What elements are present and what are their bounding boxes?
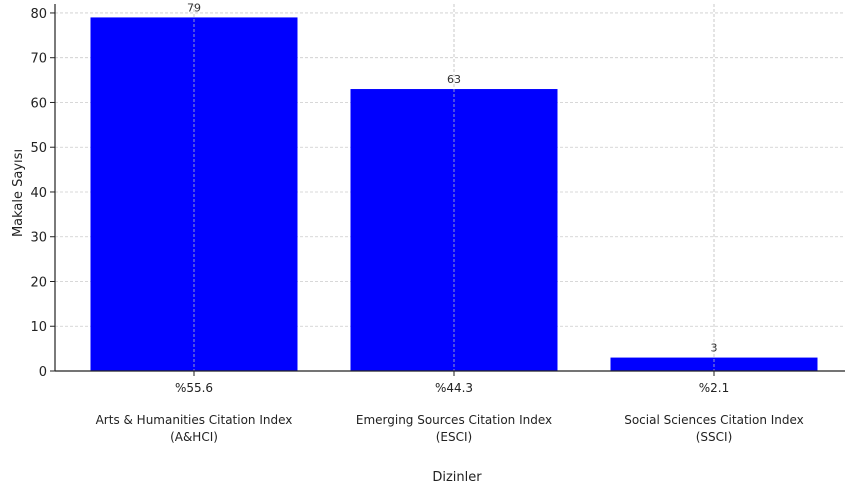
y-tick-label: 50 bbox=[30, 141, 47, 156]
x-category-label: Arts & Humanities Citation Index bbox=[96, 413, 293, 427]
x-tick-percent-label: %2.1 bbox=[699, 381, 730, 395]
y-tick-label: 30 bbox=[30, 231, 47, 246]
labels: 0 10 20 30 40 50 60 70 80 79 %55.6 Arts & Humanitie… bbox=[30, 1, 803, 444]
y-tick-label: 10 bbox=[30, 320, 47, 335]
bar-value-label: 3 bbox=[711, 342, 718, 355]
axes bbox=[50, 4, 845, 376]
bar-value-label: 63 bbox=[447, 73, 461, 86]
y-tick-label: 0 bbox=[39, 365, 47, 380]
y-tick-label: 40 bbox=[30, 186, 47, 201]
y-axis-title: Makale Sayısı bbox=[11, 149, 26, 237]
x-category-label: Social Sciences Citation Index bbox=[624, 413, 804, 427]
x-category-label: (SSCI) bbox=[696, 430, 733, 444]
x-axis-title: Dizinler bbox=[432, 470, 482, 485]
y-tick-label: 20 bbox=[30, 275, 47, 290]
x-category-label: Emerging Sources Citation Index bbox=[356, 413, 552, 427]
x-category-label: (ESCI) bbox=[436, 430, 472, 444]
bar-value-label: 79 bbox=[187, 1, 201, 14]
y-tick-label: 80 bbox=[30, 7, 47, 22]
vertical-grid-lines bbox=[193, 4, 715, 371]
x-tick-percent-label: %44.3 bbox=[435, 381, 473, 395]
y-tick-label: 70 bbox=[30, 52, 47, 67]
y-tick-label: 60 bbox=[30, 96, 47, 111]
x-category-label: (A&HCI) bbox=[170, 430, 218, 444]
x-tick-percent-label: %55.6 bbox=[175, 381, 213, 395]
